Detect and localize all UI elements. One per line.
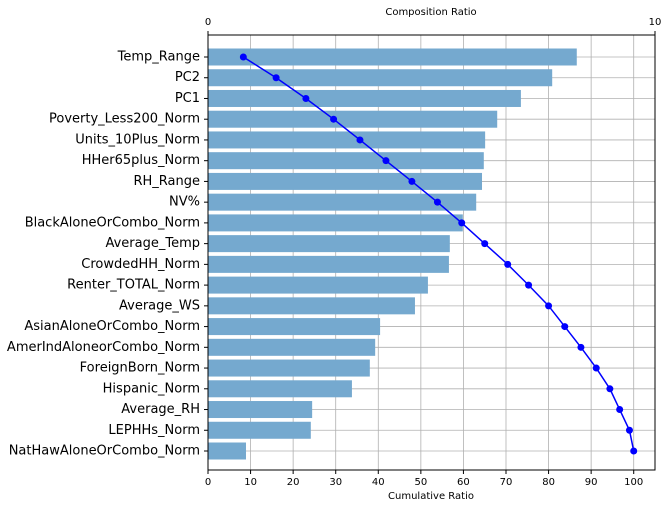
bar [208, 380, 352, 398]
y-tick-label: Renter_TOTAL_Norm [67, 278, 200, 293]
bottom-axis-label: Cumulative Ratio [388, 491, 474, 502]
y-tick-label: Hispanic_Norm [103, 381, 200, 396]
line-marker [458, 219, 466, 227]
bar [208, 214, 463, 232]
line-marker [592, 364, 600, 372]
line-marker [606, 385, 614, 393]
bar [208, 255, 449, 273]
bar [208, 131, 486, 149]
x-tick-label: 10 [244, 477, 257, 488]
line-marker [525, 281, 533, 289]
y-tick-label: BlackAloneOrCombo_Norm [25, 215, 200, 230]
line-marker [616, 406, 624, 414]
line-marker [577, 343, 585, 351]
bar [208, 276, 428, 294]
y-tick-label: Average_WS [119, 298, 200, 313]
x-tick-label: 40 [372, 477, 385, 488]
bar [208, 152, 484, 170]
bar [208, 48, 577, 66]
x2-tick-label: 0 [205, 17, 211, 28]
x-tick-label: 50 [414, 477, 427, 488]
y-tick-label: Temp_Range [117, 50, 200, 65]
cumulative-line [242, 56, 635, 452]
y-tick-label: CrowdedHH_Norm [81, 257, 200, 272]
bar [208, 193, 477, 211]
y-tick-label: PC1 [175, 91, 200, 106]
bar [208, 318, 381, 336]
y-tick-label: NV% [169, 195, 200, 210]
line-marker [545, 302, 553, 310]
bar [208, 421, 311, 439]
x-tick-label: 20 [287, 477, 300, 488]
y-tick-label: Average_RH [121, 402, 200, 417]
line-marker [302, 94, 310, 102]
line-marker [330, 115, 338, 123]
y-tick-label: Units_10Plus_Norm [75, 132, 200, 147]
bar [208, 89, 521, 107]
bar [208, 172, 483, 190]
x-tick-label: 100 [624, 477, 643, 488]
y-tick-label: LEPHHs_Norm [108, 423, 200, 438]
bar [208, 69, 553, 87]
line-marker [625, 426, 633, 434]
line-marker [561, 323, 569, 331]
x-tick-label: 60 [457, 477, 470, 488]
y-tick-label: NatHawAloneOrCombo_Norm [9, 444, 200, 459]
y-tick-label: ForeignBorn_Norm [80, 361, 200, 376]
bar [208, 110, 498, 128]
bar [208, 401, 313, 419]
line-marker [382, 157, 390, 165]
line-marker [408, 177, 416, 185]
x-tick-label: 0 [205, 477, 211, 488]
line-marker [504, 260, 512, 268]
bar [208, 297, 415, 315]
line-marker [356, 136, 364, 144]
line-marker [630, 447, 638, 455]
y-tick-label: Poverty_Less200_Norm [49, 112, 200, 127]
y-tick-label: Average_Temp [105, 236, 200, 251]
y-tick-label: AsianAloneOrCombo_Norm [24, 319, 200, 334]
y-tick-label: RH_Range [133, 174, 200, 189]
bar [208, 359, 370, 377]
x-tick-label: 30 [329, 477, 342, 488]
line-marker [239, 53, 247, 61]
y-tick-label: HHer65plus_Norm [82, 153, 200, 168]
line-marker [433, 198, 441, 206]
bar [208, 442, 246, 460]
plot-frame [207, 34, 656, 471]
x-tick-label: 80 [542, 477, 555, 488]
top-axis-label: Composition Ratio [385, 7, 476, 18]
y-tick-label: PC2 [175, 70, 200, 85]
x-tick-label: 90 [585, 477, 598, 488]
x2-tick-label: 10 [649, 17, 662, 28]
x-tick-label: 70 [500, 477, 513, 488]
y-tick-label: AmerIndAloneorCombo_Norm [7, 340, 200, 355]
bar [208, 235, 450, 253]
line-marker [481, 240, 489, 248]
line-marker [272, 74, 280, 82]
bar [208, 338, 376, 356]
